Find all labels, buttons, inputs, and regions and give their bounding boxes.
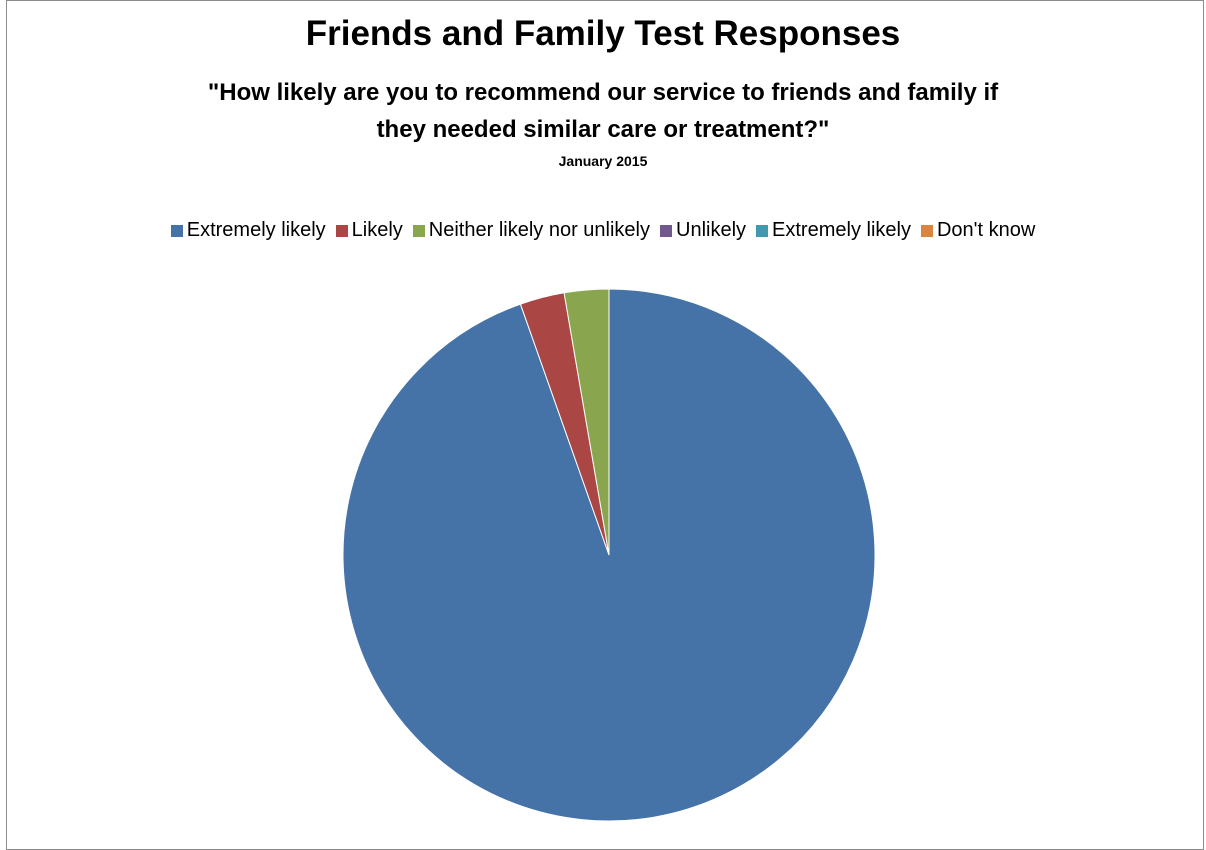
legend-swatch-likely [335, 224, 348, 237]
legend-label-extremely-likely: Extremely likely [186, 219, 326, 241]
legend-item-extremely-likely-2: Extremely likely [756, 219, 911, 242]
chart-subtitle-line-1: "How likely are you to recommend our ser… [207, 79, 999, 106]
legend-swatch-neither [412, 224, 425, 237]
chart-legend: Extremely likely Likely Neither likely n… [0, 219, 1206, 242]
legend-swatch-dont-know [920, 224, 933, 237]
chart-title: Friends and Family Test Responses [305, 14, 901, 53]
legend-item-likely: Likely [335, 219, 403, 242]
chart-subtitle-line-2: they needed similar care or treatment?" [376, 116, 830, 143]
legend-label-likely: Likely [351, 219, 403, 241]
legend-item-dont-know: Don't know [920, 219, 1036, 242]
legend-label-extremely-likely-2: Extremely likely [772, 219, 911, 241]
chart-date-label: January 2015 [558, 153, 648, 169]
legend-swatch-unlikely [660, 224, 672, 237]
legend-swatch-extremely-likely [170, 224, 183, 237]
legend-item-unlikely: Unlikely [660, 219, 746, 242]
legend-label-unlikely: Unlikely [676, 219, 747, 241]
legend-label-dont-know: Don't know [936, 219, 1036, 241]
legend-item-extremely-likely: Extremely likely [170, 219, 326, 242]
legend-item-neither: Neither likely nor unlikely [412, 219, 650, 242]
legend-label-neither: Neither likely nor unlikely [428, 219, 650, 241]
legend-swatch-extremely-likely-2 [756, 224, 769, 237]
chart-subtitle: "How likely are you to recommend our ser… [0, 74, 1206, 148]
